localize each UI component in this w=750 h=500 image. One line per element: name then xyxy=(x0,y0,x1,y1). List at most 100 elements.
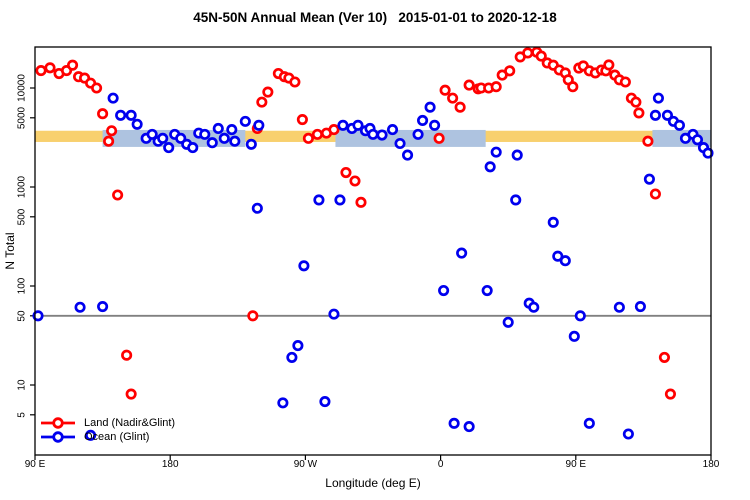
ocean-data-point xyxy=(286,351,298,363)
y-tick-label: 50 xyxy=(16,310,28,322)
legend-label-land: Land (Nadir&Glint) xyxy=(84,417,176,429)
ocean-data-point xyxy=(502,316,514,328)
ocean-mean-band-segment xyxy=(335,129,486,147)
ocean-data-point xyxy=(429,119,441,131)
ocean-data-point xyxy=(702,147,714,159)
ocean-data-point xyxy=(490,146,502,158)
ocean-data-point xyxy=(691,134,704,146)
ocean-data-point xyxy=(583,417,595,429)
land-data-point xyxy=(619,76,631,88)
land-data-point xyxy=(340,166,352,179)
ocean-data-point xyxy=(125,109,137,121)
land-data-point xyxy=(125,388,137,400)
ocean-data-point xyxy=(292,340,304,352)
land-data-point xyxy=(106,125,118,137)
ocean-data-point xyxy=(643,173,655,185)
land-data-point xyxy=(355,196,367,208)
ocean-data-point xyxy=(328,308,340,320)
x-axis-label: Longitude (deg E) xyxy=(325,476,421,490)
y-tick-label: 5000 xyxy=(16,106,28,129)
land-data-point xyxy=(256,96,268,108)
ocean-data-point xyxy=(251,202,263,214)
land-data-point xyxy=(664,388,676,400)
ocean-data-point xyxy=(574,310,586,322)
ocean-data-point xyxy=(352,119,364,131)
land-data-point xyxy=(296,114,308,126)
ocean-data-point xyxy=(218,132,230,144)
ocean-data-point xyxy=(146,128,158,140)
ocean-data-point xyxy=(239,115,251,127)
ocean-data-point xyxy=(212,122,224,135)
land-data-point xyxy=(97,108,109,120)
ocean-data-point xyxy=(229,135,241,147)
ocean-data-point xyxy=(510,194,522,206)
x-tick-label: 180 xyxy=(702,459,720,470)
plot-border xyxy=(34,46,712,456)
ocean-data-point xyxy=(367,128,379,140)
land-data-point xyxy=(633,107,645,119)
land-data-point xyxy=(349,175,361,187)
ocean-data-point xyxy=(511,149,523,161)
ocean-data-point xyxy=(649,109,661,121)
ocean-data-point xyxy=(131,118,143,130)
ocean-data-point xyxy=(157,132,169,144)
ocean-data-point xyxy=(319,396,331,408)
land-data-point xyxy=(328,124,340,136)
ocean-data-point xyxy=(552,250,564,262)
chart-title: 45N-50N Annual Mean (Ver 10) 2015-01-01 … xyxy=(193,10,557,25)
land-data-point xyxy=(121,349,133,361)
land-data-point xyxy=(103,135,115,147)
ocean-data-point xyxy=(634,301,646,313)
x-tick-label: 90 E xyxy=(565,459,587,470)
y-tick-label: 100 xyxy=(16,277,28,295)
land-data-point xyxy=(112,189,124,201)
land-data-point xyxy=(454,101,466,113)
ocean-legend-marker-icon xyxy=(41,431,75,443)
land-data-point xyxy=(67,59,79,71)
legend-label-ocean: Ocean (Glint) xyxy=(84,431,150,443)
ocean-data-point xyxy=(376,129,388,141)
land-data-point xyxy=(490,81,502,93)
ocean-data-point xyxy=(559,255,571,267)
land-data-point xyxy=(311,128,323,140)
legend-item-ocean: Ocean (Glint) xyxy=(40,430,175,444)
ocean-data-point xyxy=(74,301,86,313)
ocean-data-point xyxy=(206,137,218,149)
land-data-point xyxy=(522,47,534,59)
ocean-data-point xyxy=(613,301,625,313)
ocean-data-point xyxy=(568,330,580,342)
ocean-data-point xyxy=(277,397,289,409)
ocean-data-point xyxy=(547,216,559,228)
legend-item-land: Land (Nadir&Glint) xyxy=(40,416,175,430)
land-data-point xyxy=(447,92,459,104)
ocean-data-point xyxy=(463,421,475,433)
ocean-data-point xyxy=(253,119,265,131)
land-data-point xyxy=(433,132,445,144)
land-data-point xyxy=(439,84,451,96)
ocean-data-point xyxy=(448,417,460,429)
land-data-point xyxy=(603,59,615,71)
land-data-point xyxy=(567,81,579,93)
land-data-point xyxy=(91,82,103,94)
ocean-data-point xyxy=(652,92,664,104)
ocean-data-point xyxy=(334,194,346,206)
ocean-data-point xyxy=(32,310,44,322)
ocean-data-point xyxy=(97,301,109,313)
ocean-data-point xyxy=(386,124,399,136)
legend: Land (Nadir&Glint) Ocean (Glint) xyxy=(40,416,175,444)
land-data-point xyxy=(649,188,661,200)
land-data-point xyxy=(658,351,670,363)
land-data-point xyxy=(463,79,475,91)
ocean-data-point xyxy=(245,138,257,150)
y-tick-label: 1000 xyxy=(16,175,28,199)
ocean-data-point xyxy=(394,137,406,150)
land-data-point xyxy=(35,65,47,77)
ocean-data-point xyxy=(438,284,450,297)
ocean-data-point xyxy=(163,142,175,154)
x-tick-label: 180 xyxy=(161,459,179,470)
y-tick-label: 10000 xyxy=(16,74,28,102)
y-tick-label: 10 xyxy=(16,379,28,391)
land-data-point xyxy=(289,76,301,88)
